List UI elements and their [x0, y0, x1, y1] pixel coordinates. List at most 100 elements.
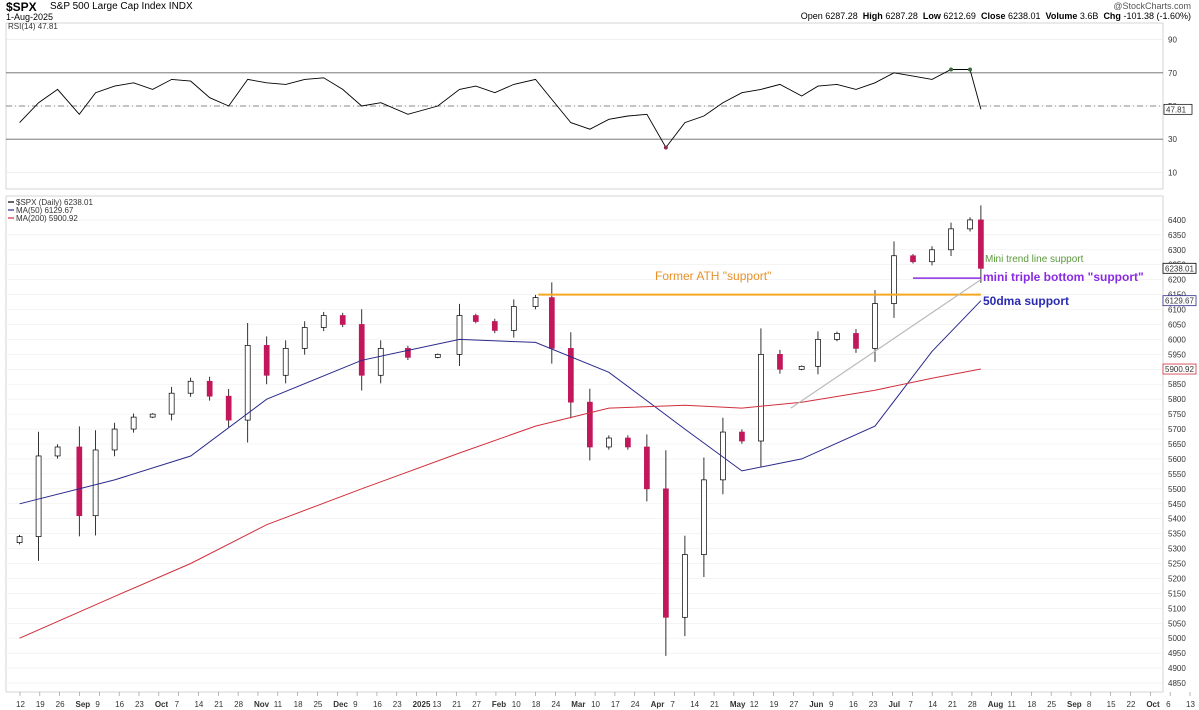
price-tick-label: 5500 — [1168, 485, 1186, 494]
rsi-value-label: 47.81 — [1166, 105, 1187, 114]
x-tick-label: 7 — [908, 700, 913, 709]
low-value: 6212.69 — [943, 11, 976, 21]
candle-body — [548, 297, 555, 349]
candle-body — [225, 395, 232, 421]
candle-body — [834, 333, 840, 340]
x-tick-label: Oct — [155, 700, 169, 709]
price-tick-label: 5100 — [1168, 604, 1186, 613]
ath-support-label: Former ATH "support" — [655, 269, 771, 283]
price-tick-label: 5800 — [1168, 395, 1186, 404]
x-tick-label: 14 — [194, 700, 203, 709]
x-tick-label: 9 — [353, 700, 358, 709]
candle-body — [130, 416, 137, 430]
x-tick-label: 23 — [393, 700, 402, 709]
candle-body — [567, 348, 574, 403]
x-tick-label: 25 — [313, 700, 322, 709]
candle-body — [35, 455, 42, 537]
open-label: Open — [800, 11, 823, 21]
candle-body — [187, 380, 194, 394]
price-tick-label: 5000 — [1168, 634, 1186, 643]
x-tick-label: 26 — [56, 700, 65, 709]
x-tick-label: 18 — [1027, 700, 1036, 709]
x-tick-label: 25 — [1047, 700, 1056, 709]
price-tick-label: 5650 — [1168, 440, 1186, 449]
candle-body — [644, 446, 650, 490]
candle-body — [532, 297, 539, 307]
x-tick-label: Sep — [75, 700, 90, 709]
rsi-line — [19, 69, 982, 149]
rsi-overbought-mark — [949, 67, 954, 72]
candle-body — [282, 348, 289, 376]
x-tick-label: 21 — [452, 700, 461, 709]
x-tick-label: 13 — [1186, 700, 1195, 709]
rsi-tick-label: 90 — [1168, 36, 1177, 45]
close-label: Close — [980, 11, 1006, 21]
x-tick-label: Sep — [1067, 700, 1082, 709]
candle-body — [358, 324, 365, 376]
candle-body — [456, 315, 463, 355]
candle-body — [168, 392, 175, 415]
chart-symbol: $SPX — [6, 0, 37, 14]
x-tick-label: 22 — [1127, 700, 1136, 709]
price-tick-label: 5850 — [1168, 380, 1186, 389]
x-tick-label: 19 — [770, 700, 779, 709]
candle-body — [587, 401, 593, 448]
x-tick-label: Oct — [1146, 700, 1160, 709]
x-tick-label: Dec — [333, 700, 348, 709]
x-tick-label: 9 — [829, 700, 834, 709]
x-tick-label: 19 — [36, 700, 45, 709]
price-tick-label: 6100 — [1168, 306, 1186, 315]
candle-body — [301, 327, 308, 349]
price-panel: 6400635063006250620061506100605060005950… — [5, 195, 1197, 693]
ma200-price-box-label: 5900.92 — [1165, 365, 1194, 374]
price-tick-label: 5300 — [1168, 545, 1186, 554]
candle-body — [701, 479, 707, 555]
x-tick-label: 6 — [1166, 700, 1171, 709]
candle-body — [510, 306, 517, 331]
candle-body — [606, 437, 612, 448]
x-tick-label: 18 — [532, 700, 541, 709]
candle-body — [92, 449, 99, 517]
x-tick-label: 8 — [1087, 700, 1092, 709]
candle-body — [434, 354, 441, 358]
rsi-overbought-mark — [968, 67, 973, 72]
x-tick-label: 13 — [432, 700, 441, 709]
candle-body — [263, 345, 270, 376]
volume-value: 3.6B — [1079, 11, 1099, 21]
x-tick-label: 21 — [710, 700, 719, 709]
quote-bar: Open 6287.28 High 6287.28 Low 6212.69 Cl… — [801, 11, 1191, 21]
x-tick-label: 14 — [928, 700, 937, 709]
candle-body — [739, 431, 745, 442]
candle-body — [339, 315, 346, 325]
x-tick-label: Apr — [651, 700, 665, 709]
x-tick-label: 23 — [135, 700, 144, 709]
x-tick-label: Feb — [492, 700, 506, 709]
price-tick-label: 5750 — [1168, 410, 1186, 419]
candle-body — [149, 413, 156, 418]
candle-body — [798, 365, 805, 370]
rsi-tick-label: 10 — [1168, 168, 1177, 177]
rsi-tick-label: 30 — [1168, 135, 1177, 144]
x-tick-label: 11 — [1008, 700, 1017, 709]
chg-value: -101.38 (-1.60%) — [1123, 11, 1191, 21]
rsi-value-box — [1163, 103, 1193, 115]
high-label: High — [862, 11, 883, 21]
x-tick-label: May — [730, 700, 746, 709]
volume-label: Volume — [1045, 11, 1078, 21]
price-tick-label: 6000 — [1168, 335, 1186, 344]
source-credit: @StockCharts.com — [1113, 1, 1191, 11]
chart-date: 1-Aug-2025 — [6, 12, 54, 22]
candle-body — [625, 437, 631, 448]
x-tick-label: 7 — [670, 700, 675, 709]
x-tick-label: 27 — [472, 700, 481, 709]
candle-body — [948, 228, 954, 251]
x-tick-label: 10 — [591, 700, 600, 709]
rsi-tick-label: 70 — [1168, 69, 1177, 78]
candle-body — [405, 348, 411, 358]
price-tick-label: 6150 — [1168, 291, 1186, 300]
x-tick-label: 10 — [512, 700, 521, 709]
chart-description: S&P 500 Large Cap Index INDX — [50, 1, 193, 12]
ma50-support-label: 50dma support — [983, 294, 1069, 308]
price-tick-label: 5950 — [1168, 350, 1186, 359]
